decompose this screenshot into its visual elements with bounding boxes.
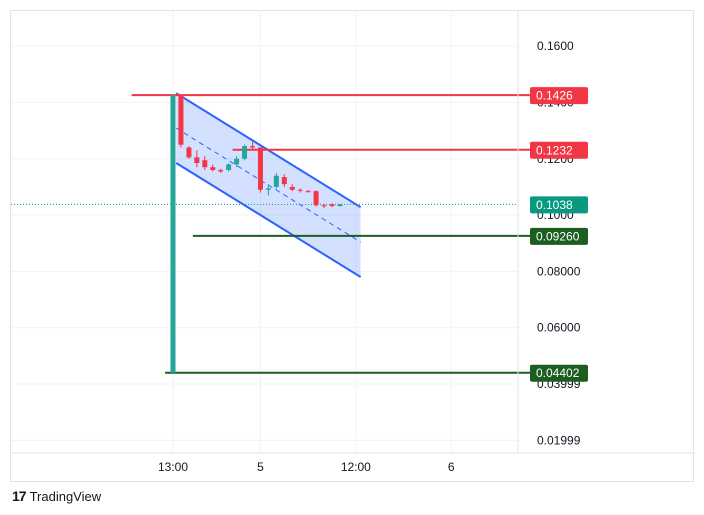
price-tag-box: [530, 196, 588, 214]
candles: [170, 94, 343, 373]
price-tag-label: 0.1038: [536, 198, 573, 212]
horizontal-levels[interactable]: [11, 94, 533, 374]
candle-body: [226, 164, 232, 171]
y-tick-label: 0.01999: [537, 433, 581, 447]
candle-body: [313, 191, 319, 206]
price-tag: 0.1426: [530, 87, 588, 105]
candle-body: [186, 147, 192, 158]
y-tick-label: 0.06000: [537, 321, 581, 335]
price-tag: 0.09260: [530, 227, 588, 245]
x-tick-label: 12:00: [341, 460, 371, 474]
candle-body: [297, 189, 303, 191]
candle: [305, 189, 311, 193]
candle: [329, 203, 335, 208]
candle: [265, 184, 271, 196]
y-tick-label: 0.1600: [537, 39, 574, 53]
candle: [337, 203, 343, 207]
candle-body: [210, 167, 216, 171]
candle: [210, 164, 216, 172]
candle-body: [257, 147, 263, 190]
price-tag-label: 0.04402: [536, 366, 580, 380]
candle-body: [250, 146, 255, 148]
candle: [242, 144, 248, 161]
candle: [170, 95, 176, 373]
price-tag-box: [530, 364, 588, 382]
tradingview-brand[interactable]: 17 TradingView: [12, 488, 101, 504]
candle-body: [321, 205, 327, 207]
x-tick-label: 13:00: [158, 460, 188, 474]
candle-body: [281, 177, 287, 185]
price-tag-label: 0.1232: [536, 143, 573, 157]
candle-body: [329, 204, 335, 207]
candle: [218, 168, 224, 173]
brand-name: TradingView: [29, 488, 102, 504]
x-axis: 13:00 5 12:00 6: [11, 452, 695, 474]
candle: [234, 155, 240, 168]
grid: [11, 11, 518, 453]
x-tick-label: 5: [257, 460, 264, 474]
y-tick-label: 0.08000: [537, 264, 581, 278]
candle-body: [218, 170, 224, 172]
candle-body: [234, 158, 240, 165]
candle: [202, 155, 208, 171]
candle: [226, 163, 232, 172]
price-tag-label: 0.09260: [536, 229, 580, 243]
price-tag-box: [530, 227, 588, 245]
price-tag: 0.1038: [530, 196, 588, 214]
candle: [178, 94, 184, 148]
candle: [194, 150, 200, 168]
price-tag: 0.04402: [530, 364, 588, 382]
x-tick-label: 6: [448, 460, 455, 474]
candle-body: [178, 95, 184, 145]
price-tag-box: [530, 141, 588, 159]
candle-body: [289, 186, 295, 190]
channel-lower-line[interactable]: [175, 162, 362, 278]
candle: [186, 146, 192, 159]
candle: [250, 141, 255, 151]
candle: [273, 172, 279, 190]
candle-body: [170, 95, 176, 373]
candle: [257, 147, 263, 193]
candle: [313, 190, 319, 207]
candle-body: [194, 157, 200, 163]
price-tag-box: [530, 87, 588, 105]
price-tag-label: 0.1426: [536, 89, 573, 103]
candle-body: [273, 175, 279, 187]
price-tags: 0.1426 0.1232 0.09260 0.04402 0.1038: [530, 87, 588, 382]
candle: [321, 203, 327, 209]
candle-body: [242, 146, 248, 159]
candle-body: [305, 191, 311, 193]
candle-body: [202, 160, 208, 168]
y-axis: 0.16000.14000.12000.10000.080000.060000.…: [517, 11, 581, 453]
candle: [297, 188, 303, 193]
candle: [289, 184, 295, 192]
candle-body: [337, 204, 343, 207]
candle: [281, 174, 287, 187]
price-tag: 0.1232: [530, 141, 588, 159]
tradingview-logo-icon: 17: [12, 488, 27, 504]
candle-body: [265, 188, 271, 190]
